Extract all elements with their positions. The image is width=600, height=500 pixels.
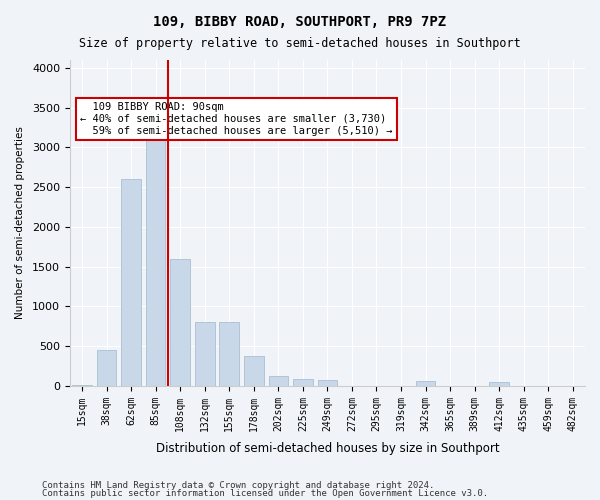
Bar <box>293 379 313 386</box>
Text: Size of property relative to semi-detached houses in Southport: Size of property relative to semi-detach… <box>79 38 521 51</box>
Bar <box>170 258 190 386</box>
Bar <box>269 376 288 386</box>
Bar <box>121 179 141 386</box>
Y-axis label: Number of semi-detached properties: Number of semi-detached properties <box>15 126 25 320</box>
Text: Contains public sector information licensed under the Open Government Licence v3: Contains public sector information licen… <box>42 488 488 498</box>
Bar <box>317 380 337 386</box>
Text: 109, BIBBY ROAD, SOUTHPORT, PR9 7PZ: 109, BIBBY ROAD, SOUTHPORT, PR9 7PZ <box>154 15 446 29</box>
Bar <box>244 356 263 386</box>
X-axis label: Distribution of semi-detached houses by size in Southport: Distribution of semi-detached houses by … <box>155 442 499 455</box>
Bar <box>97 350 116 386</box>
Bar <box>72 385 92 386</box>
Text: 109 BIBBY ROAD: 90sqm
← 40% of semi-detached houses are smaller (3,730)
  59% of: 109 BIBBY ROAD: 90sqm ← 40% of semi-deta… <box>80 102 392 136</box>
Bar <box>416 381 436 386</box>
Text: Contains HM Land Registry data © Crown copyright and database right 2024.: Contains HM Land Registry data © Crown c… <box>42 481 434 490</box>
Bar <box>220 322 239 386</box>
Bar <box>146 132 166 386</box>
Bar <box>490 382 509 386</box>
Bar <box>195 322 215 386</box>
